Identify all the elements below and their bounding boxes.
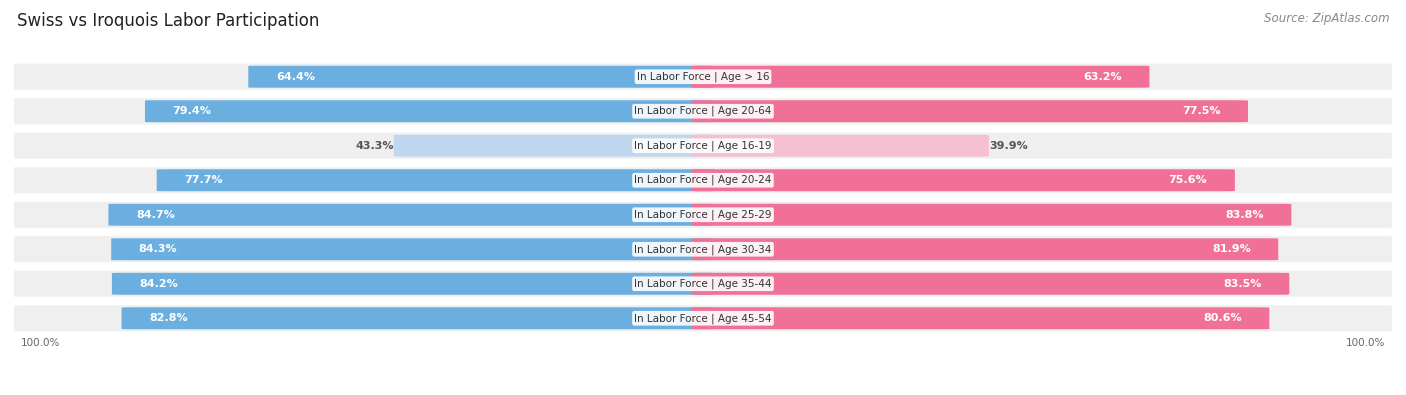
Text: 84.7%: 84.7% <box>136 210 174 220</box>
Text: 82.8%: 82.8% <box>149 313 188 323</box>
FancyBboxPatch shape <box>10 202 1396 228</box>
FancyBboxPatch shape <box>692 307 1270 329</box>
Text: In Labor Force | Age 16-19: In Labor Force | Age 16-19 <box>634 141 772 151</box>
Text: 75.6%: 75.6% <box>1168 175 1208 185</box>
Text: 63.2%: 63.2% <box>1083 72 1122 82</box>
Text: 39.9%: 39.9% <box>988 141 1028 151</box>
Text: 77.7%: 77.7% <box>184 175 224 185</box>
Text: 84.3%: 84.3% <box>139 244 177 254</box>
Text: 83.5%: 83.5% <box>1223 279 1261 289</box>
Text: 43.3%: 43.3% <box>356 141 394 151</box>
Text: 77.5%: 77.5% <box>1182 106 1220 116</box>
FancyBboxPatch shape <box>692 238 1278 260</box>
Text: In Labor Force | Age 20-64: In Labor Force | Age 20-64 <box>634 106 772 117</box>
Text: 64.4%: 64.4% <box>276 72 315 82</box>
Text: 100.0%: 100.0% <box>1346 339 1385 348</box>
Text: In Labor Force | Age 35-44: In Labor Force | Age 35-44 <box>634 278 772 289</box>
FancyBboxPatch shape <box>394 135 714 157</box>
Text: 81.9%: 81.9% <box>1212 244 1251 254</box>
FancyBboxPatch shape <box>249 66 714 88</box>
FancyBboxPatch shape <box>692 66 1150 88</box>
FancyBboxPatch shape <box>156 169 714 191</box>
FancyBboxPatch shape <box>112 273 714 295</box>
FancyBboxPatch shape <box>692 204 1291 226</box>
Text: 100.0%: 100.0% <box>21 339 60 348</box>
Text: In Labor Force | Age 20-24: In Labor Force | Age 20-24 <box>634 175 772 186</box>
Text: Swiss vs Iroquois Labor Participation: Swiss vs Iroquois Labor Participation <box>17 12 319 30</box>
Text: 80.6%: 80.6% <box>1204 313 1241 323</box>
FancyBboxPatch shape <box>10 133 1396 159</box>
FancyBboxPatch shape <box>121 307 714 329</box>
FancyBboxPatch shape <box>10 236 1396 262</box>
Text: In Labor Force | Age 45-54: In Labor Force | Age 45-54 <box>634 313 772 324</box>
FancyBboxPatch shape <box>111 238 714 260</box>
Text: 79.4%: 79.4% <box>173 106 211 116</box>
FancyBboxPatch shape <box>145 100 714 122</box>
Text: In Labor Force | Age 25-29: In Labor Force | Age 25-29 <box>634 209 772 220</box>
FancyBboxPatch shape <box>10 98 1396 124</box>
Text: In Labor Force | Age 30-34: In Labor Force | Age 30-34 <box>634 244 772 254</box>
FancyBboxPatch shape <box>692 169 1234 191</box>
FancyBboxPatch shape <box>108 204 714 226</box>
Text: 83.8%: 83.8% <box>1225 210 1264 220</box>
Text: Source: ZipAtlas.com: Source: ZipAtlas.com <box>1264 12 1389 25</box>
FancyBboxPatch shape <box>692 100 1249 122</box>
Text: In Labor Force | Age > 16: In Labor Force | Age > 16 <box>637 71 769 82</box>
FancyBboxPatch shape <box>692 135 988 157</box>
FancyBboxPatch shape <box>10 271 1396 297</box>
Text: 84.2%: 84.2% <box>139 279 179 289</box>
FancyBboxPatch shape <box>692 273 1289 295</box>
FancyBboxPatch shape <box>10 305 1396 331</box>
FancyBboxPatch shape <box>10 64 1396 90</box>
FancyBboxPatch shape <box>10 167 1396 193</box>
